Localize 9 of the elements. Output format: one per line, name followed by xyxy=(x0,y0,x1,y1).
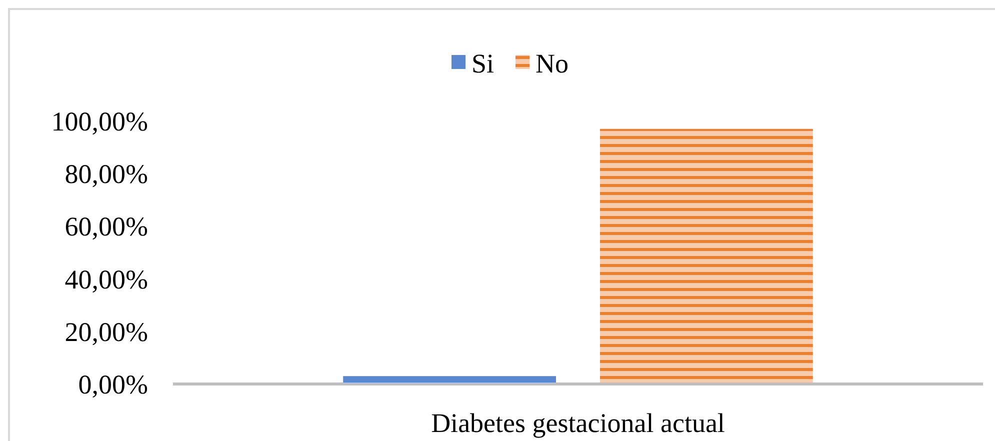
y-tick-label: 80,00% xyxy=(64,159,148,190)
x-tick-label: Diabetes gestacional actual xyxy=(431,408,725,438)
legend-label: Si xyxy=(472,48,494,78)
y-tick-label: 20,00% xyxy=(64,316,148,347)
y-tick-label: 100,00% xyxy=(51,106,148,136)
y-tick-label: 60,00% xyxy=(64,212,148,242)
legend-label: No xyxy=(536,48,568,78)
y-tick-label: 40,00% xyxy=(64,264,148,294)
y-tick-label: 0,00% xyxy=(78,369,148,400)
